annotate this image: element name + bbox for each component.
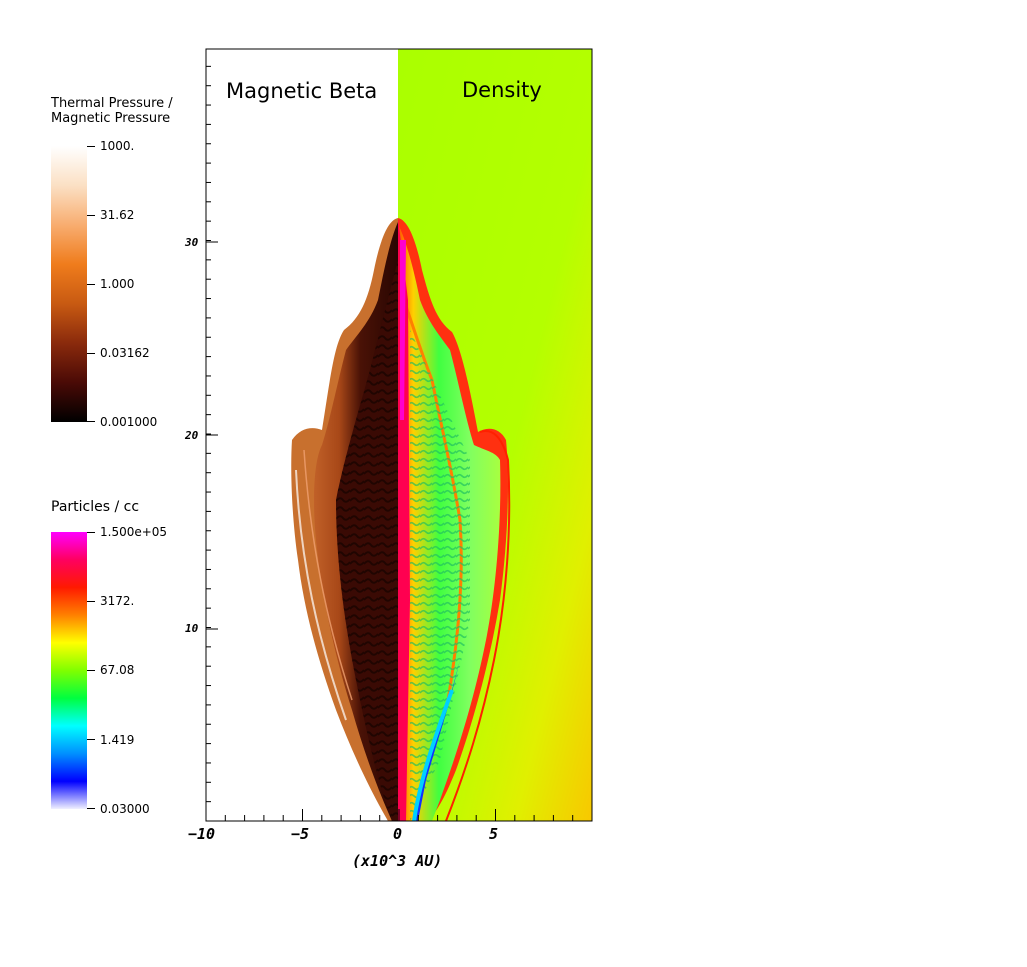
colorbar-beta-label: 0.001000 — [100, 415, 158, 429]
colorbar-beta-tick — [87, 146, 95, 147]
x-axis-unit-label: (x10^3 AU) — [352, 852, 443, 870]
colorbar-beta-tick — [87, 421, 95, 422]
colorbar-density-gradient — [51, 532, 87, 809]
x-tick-label: 0 — [393, 825, 403, 843]
colorbar-density-tick — [87, 739, 95, 740]
colorbar-density-label: 67.08 — [100, 663, 135, 677]
colorbar-beta-tick — [87, 353, 95, 354]
colorbar-beta-title-line1: Thermal Pressure / — [51, 96, 173, 111]
beta-bow-shock — [291, 218, 398, 821]
density-bow-shock — [398, 218, 511, 821]
x-tick-label: −5 — [291, 825, 310, 843]
colorbar-beta-label: 0.03162 — [100, 346, 150, 360]
y-axis-ticks — [206, 65, 218, 822]
colorbar-density-title: Particles / cc — [51, 499, 140, 515]
colorbar-beta-label: 1.000 — [100, 277, 135, 291]
colorbar-beta-gradient — [51, 146, 87, 422]
colorbar-density-label: 1.500e+05 — [100, 525, 168, 539]
colorbar-beta-label: 1000. — [100, 139, 135, 153]
colorbar-beta-title: Thermal Pressure / Magnetic Pressure — [51, 96, 173, 126]
y-tick-label: 30 — [185, 236, 199, 249]
colorbar-density-label: 1.419 — [100, 733, 135, 747]
left-panel-title: Magnetic Beta — [226, 79, 378, 103]
colorbar-density-tick — [87, 601, 95, 602]
colorbar-density-label: 3172. — [100, 594, 135, 608]
x-tick-label: 5 — [489, 825, 499, 843]
colorbar-density-tick — [87, 532, 95, 533]
y-tick-label: 10 — [185, 622, 199, 635]
colorbar-density-tick — [87, 808, 95, 809]
colorbar-density-label: 0.03000 — [100, 802, 150, 816]
x-tick-label: −10 — [188, 825, 216, 843]
right-panel-title: Density — [462, 78, 542, 102]
colorbar-beta-label: 31.62 — [100, 208, 135, 222]
colorbar-beta-tick — [87, 284, 95, 285]
colorbar-beta-title-line2: Magnetic Pressure — [51, 111, 171, 126]
x-axis-ticks — [205, 809, 593, 821]
colorbar-density-tick — [87, 670, 95, 671]
colorbar-beta-tick — [87, 215, 95, 216]
y-tick-label: 20 — [185, 429, 199, 442]
